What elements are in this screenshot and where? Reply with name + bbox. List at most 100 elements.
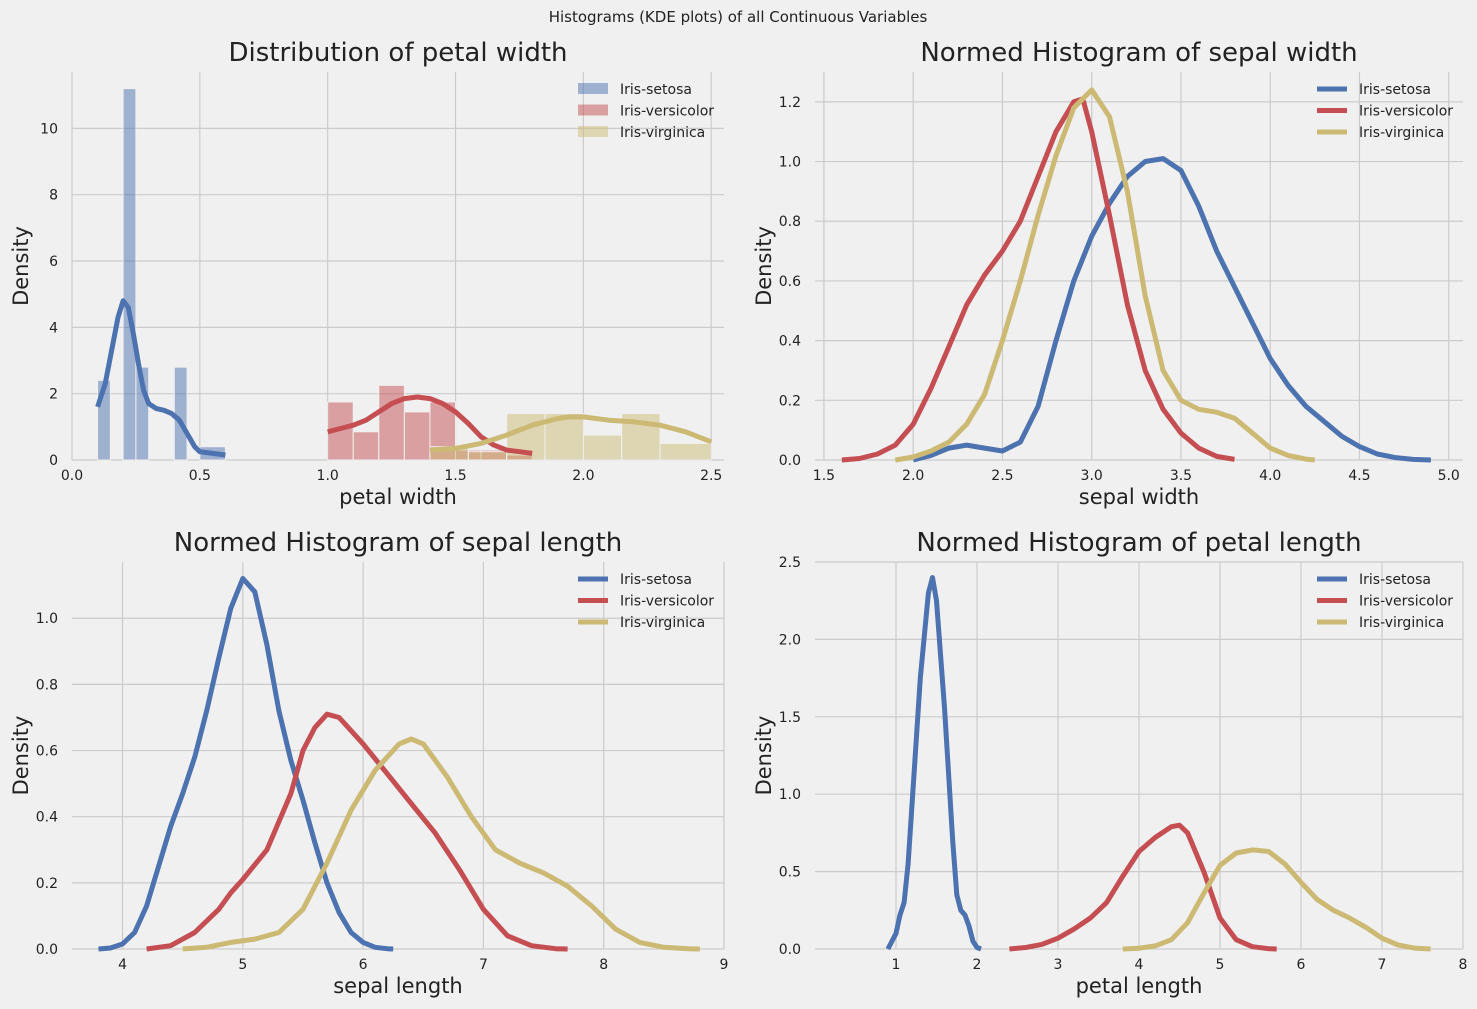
hist-bar [122, 88, 137, 461]
subplot-title: Normed Histogram of sepal width [920, 38, 1357, 68]
x-tick-label: 1.5 [813, 468, 835, 484]
subplot-1: 0.0 0.5 1.0 1.5 2.0 2.5 0 2 4 6 8 10 Distribution of… [9, 38, 724, 509]
legend: Iris-setosa Iris-versicolor Iris-virginica [578, 82, 714, 141]
legend-entry: Iris-versicolor [620, 594, 714, 610]
x-tick-label: 6 [1297, 957, 1306, 973]
subplot-3: 4 5 6 7 8 9 0.0 0.2 0.4 0.6 0.8 1.0 Normed Histogram… [9, 528, 728, 998]
x-tick-label: 5 [238, 957, 247, 973]
x-tick-label: 4 [118, 957, 127, 973]
kde-line [1009, 822, 1277, 952]
y-axis-label: Density [752, 716, 776, 796]
subplot-2: 1.5 2.0 2.5 3.0 3.5 4.0 4.5 5.0 0.0 0.2 0.4 0.6 0.8 1… [752, 38, 1463, 509]
x-tick-label: 1 [892, 957, 901, 973]
hist-bar [467, 451, 508, 461]
y-tick-label: 4 [49, 320, 58, 336]
figure-title: Histograms (KDE plots) of all Continuous… [549, 8, 928, 26]
x-tick-label: 4.0 [1259, 468, 1281, 484]
legend-entry: Iris-setosa [1359, 82, 1431, 98]
y-axis-label: Density [9, 226, 33, 306]
legend-entry: Iris-versicolor [1359, 104, 1453, 120]
y-tick-label: 0.8 [779, 214, 801, 230]
kde-line [1122, 847, 1431, 952]
x-tick-label: 3 [1054, 957, 1063, 973]
legend-entry: Iris-virginica [1359, 615, 1444, 631]
legend: Iris-setosa Iris-versicolor Iris-virginica [1317, 82, 1453, 141]
kde-line [885, 575, 982, 952]
kde-line [894, 87, 1316, 463]
y-tick-label: 0 [49, 453, 58, 469]
x-tick-label: 0.5 [189, 468, 211, 484]
legend-entry: Iris-setosa [620, 82, 692, 98]
kde-line [327, 394, 533, 456]
y-axis-label: Density [752, 226, 776, 306]
hist-bar [659, 442, 712, 461]
y-tick-label: 1.5 [779, 710, 801, 726]
y-axis-label: Density [9, 716, 33, 796]
y-tick-label: 0.4 [36, 810, 58, 826]
x-tick-label: 4 [1135, 957, 1144, 973]
x-axis-label: sepal width [1079, 485, 1199, 509]
x-tick-label: 5 [1216, 957, 1225, 973]
legend-swatch [578, 83, 608, 94]
y-tick-label: 0.2 [779, 393, 801, 409]
hist-bar [173, 366, 188, 461]
x-tick-label: 2.0 [572, 468, 594, 484]
y-tick-label: 2.0 [779, 632, 801, 648]
hist-bar [582, 434, 623, 461]
x-tick-label: 2.0 [902, 468, 924, 484]
legend-entry: Iris-virginica [620, 615, 705, 631]
kde-line [912, 156, 1431, 463]
y-tick-label: 1.0 [779, 155, 801, 171]
kde-line [429, 414, 713, 453]
kde-line [98, 576, 394, 952]
x-tick-label: 8 [1459, 957, 1468, 973]
hist-bar [378, 384, 405, 461]
y-tick-label: 0.5 [779, 865, 801, 881]
y-tick-label: 0.6 [779, 274, 801, 290]
legend-entry: Iris-setosa [620, 572, 692, 588]
y-tick-label: 2 [49, 387, 58, 403]
legend-entry: Iris-setosa [1359, 572, 1431, 588]
kde-line [182, 736, 700, 952]
hist-bar [403, 411, 431, 461]
x-tick-label: 7 [1378, 957, 1387, 973]
x-axis-label: petal length [1076, 974, 1203, 998]
subplot-4: 1 2 3 4 5 6 7 8 0.0 0.5 1.0 1.5 2.0 2.5 Normed Histogr… [752, 528, 1467, 998]
legend-swatch [578, 126, 608, 137]
x-axis-label: petal width [339, 485, 457, 509]
x-tick-label: 3.5 [1170, 468, 1192, 484]
y-tick-label: 0.2 [36, 876, 58, 892]
y-tick-label: 1.2 [779, 95, 801, 111]
legend-entry: Iris-virginica [1359, 125, 1444, 141]
y-tick-label: 8 [49, 188, 58, 204]
x-tick-label: 2 [973, 957, 982, 973]
legend-entry: Iris-virginica [620, 125, 705, 141]
y-tick-label: 0.0 [36, 942, 58, 958]
hist-bar [352, 431, 380, 461]
x-tick-label: 9 [720, 957, 729, 973]
x-tick-label: 0.0 [61, 468, 83, 484]
y-tick-label: 2.5 [779, 555, 801, 571]
subplot-title: Normed Histogram of petal length [916, 528, 1361, 558]
x-tick-label: 2.5 [700, 468, 722, 484]
x-tick-label: 8 [599, 957, 608, 973]
y-tick-label: 0.0 [779, 942, 801, 958]
subplot-title: Distribution of petal width [228, 38, 567, 68]
x-tick-label: 2.5 [991, 468, 1013, 484]
x-axis-label: sepal length [333, 974, 463, 998]
kde-line [146, 711, 568, 952]
kde-line [841, 96, 1235, 463]
legend-entry: Iris-versicolor [1359, 594, 1453, 610]
y-tick-label: 0.8 [36, 677, 58, 693]
y-tick-label: 6 [49, 254, 58, 270]
x-tick-label: 1.5 [444, 468, 466, 484]
x-tick-label: 5.0 [1438, 468, 1460, 484]
x-tick-label: 7 [479, 957, 488, 973]
kde-line [95, 298, 226, 458]
x-tick-label: 3.0 [1081, 468, 1103, 484]
y-tick-label: 0.6 [36, 744, 58, 760]
legend: Iris-setosa Iris-versicolor Iris-virginica [1317, 572, 1453, 631]
x-tick-label: 4.5 [1348, 468, 1370, 484]
x-tick-label: 6 [359, 957, 368, 973]
